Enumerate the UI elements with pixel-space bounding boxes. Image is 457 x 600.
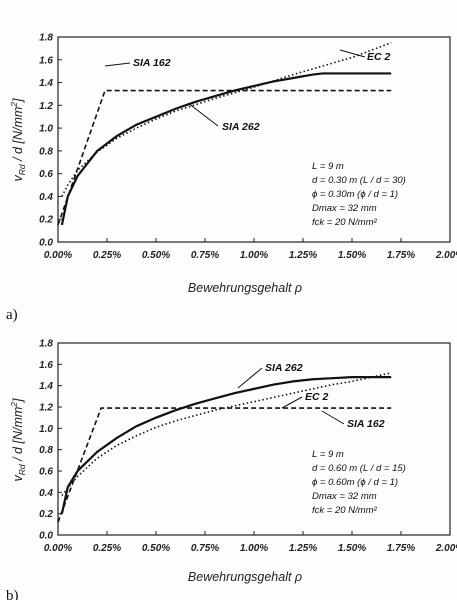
- x-tick-label: 1.00%: [240, 543, 268, 554]
- x-tick-label: 0.75%: [191, 250, 219, 261]
- svg-text:fck = 20 N/mm²: fck = 20 N/mm²: [312, 217, 377, 228]
- y-tick-label: 1.8: [39, 33, 53, 44]
- series-line-sia262: [60, 72, 392, 226]
- x-tick-labels: 0.00% 0.25% 0.50% 0.75% 1.00% 1.25% 1.50% 1.75%…: [44, 531, 457, 554]
- series-label-ec2: EC 2: [367, 51, 391, 63]
- series-line-ec2: [61, 372, 392, 497]
- x-tick-label: 0.25%: [93, 543, 121, 554]
- series-lines: [57, 372, 392, 523]
- parameter-annotation: L = 9 m d = 0.60 m (L / d = 15) ϕ = 0.60…: [312, 449, 406, 516]
- y-tick-label: 0.2: [39, 215, 53, 226]
- y-tick-label: 0.4: [39, 488, 53, 499]
- series-label-sia262: SIA 262: [265, 362, 303, 374]
- x-tick-label: 0.75%: [191, 543, 219, 554]
- series-line-ec2: [61, 41, 392, 197]
- series-label-sia262: SIA 262: [222, 121, 260, 133]
- x-tick-label: 1.50%: [338, 543, 366, 554]
- panel-label-a: a): [6, 307, 18, 323]
- svg-text:Dmax = 32 mm: Dmax = 32 mm: [312, 203, 377, 214]
- y-tick-labels: 0.0 0.2 0.4 0.6 0.8 1.0 1.2 1.4 1.6 1.8: [39, 339, 62, 542]
- y-tick-label: 0.6: [39, 467, 53, 478]
- y-tick-label: 1.6: [39, 360, 53, 371]
- y-tick-label: 0.0: [39, 238, 53, 249]
- y-axis-label: vRd / d [N/mm2]: [9, 98, 27, 182]
- y-tick-label: 0.8: [39, 445, 53, 456]
- y-tick-label: 1.4: [39, 381, 53, 392]
- y-tick-label: 0.2: [39, 509, 53, 520]
- plot-frame: [57, 36, 451, 243]
- series-label-sia162: SIA 162: [347, 418, 385, 430]
- svg-text:ϕ = 0.30m (ϕ / d = 1): ϕ = 0.30m (ϕ / d = 1): [312, 189, 398, 200]
- y-axis-label: vRd / d [N/mm2]: [9, 398, 27, 482]
- svg-text:ϕ = 0.60m (ϕ / d = 1): ϕ = 0.60m (ϕ / d = 1): [312, 477, 398, 488]
- x-tick-label: 1.50%: [338, 250, 366, 261]
- y-tick-label: 0.0: [39, 531, 53, 542]
- y-tick-label: 1.2: [39, 403, 53, 414]
- x-axis-label: Bewehrungsgehalt ρ: [188, 281, 302, 295]
- svg-text:d = 0.30 m (L / d = 30): d = 0.30 m (L / d = 30): [312, 175, 406, 186]
- x-tick-label: 0.25%: [93, 250, 121, 261]
- leader-ec2: [339, 49, 366, 58]
- series-lines: [57, 41, 392, 226]
- series-label-sia162: SIA 162: [133, 57, 171, 69]
- y-tick-label: 0.6: [39, 169, 53, 180]
- series-line-sia162: [57, 407, 392, 523]
- y-tick-label: 0.4: [39, 192, 53, 203]
- y-tick-label: 1.4: [39, 78, 53, 89]
- x-tick-label: 0.50%: [142, 250, 170, 261]
- x-tick-label: 0.00%: [44, 543, 72, 554]
- svg-text:d = 0.60 m (L / d = 15): d = 0.60 m (L / d = 15): [312, 463, 406, 474]
- x-tick-label: 1.25%: [289, 543, 317, 554]
- chart-panel-b: 0.0 0.2 0.4 0.6 0.8 1.0 1.2 1.4 1.6 1.8 0.00% 0.25…: [6, 339, 457, 600]
- y-tick-label: 0.8: [39, 146, 53, 157]
- x-tick-label: 2.00%: [435, 543, 457, 554]
- leader-sia262: [187, 102, 219, 127]
- leader-sia162: [321, 410, 345, 425]
- series-line-sia262: [60, 376, 392, 514]
- x-tick-label: 0.00%: [44, 250, 72, 261]
- svg-text:L = 9 m: L = 9 m: [312, 449, 344, 460]
- svg-text:fck = 20 N/mm²: fck = 20 N/mm²: [312, 505, 377, 516]
- x-tick-label: 2.00%: [435, 250, 457, 261]
- parameter-annotation: L = 9 m d = 0.30 m (L / d = 30) ϕ = 0.30…: [312, 161, 406, 228]
- svg-text:L = 9 m: L = 9 m: [312, 161, 344, 172]
- x-tick-label: 1.75%: [387, 250, 415, 261]
- y-tick-label: 1.0: [39, 424, 53, 435]
- y-tick-labels: 0.0 0.2 0.4 0.6 0.8 1.0 1.2 1.4 1.6 1.8: [39, 33, 62, 249]
- leader-ec2: [281, 396, 303, 409]
- panel-label-b: b): [6, 588, 19, 600]
- x-tick-labels: 0.00% 0.25% 0.50% 0.75% 1.00% 1.25% 1.50% 1.75%…: [44, 238, 457, 261]
- leader-sia162: [104, 62, 131, 67]
- x-tick-label: 1.00%: [240, 250, 268, 261]
- leader-sia262: [237, 367, 263, 389]
- y-tick-label: 1.2: [39, 101, 53, 112]
- svg-text:Dmax = 32 mm: Dmax = 32 mm: [312, 491, 377, 502]
- y-tick-label: 1.0: [39, 124, 53, 135]
- x-tick-label: 1.75%: [387, 543, 415, 554]
- y-tick-label: 1.6: [39, 55, 53, 66]
- x-tick-label: 1.25%: [289, 250, 317, 261]
- x-axis-label: Bewehrungsgehalt ρ: [188, 570, 302, 584]
- x-tick-label: 0.50%: [142, 543, 170, 554]
- y-tick-label: 1.8: [39, 339, 53, 350]
- chart-panel-a: 0.0 0.2 0.4 0.6 0.8 1.0 1.2 1.4 1.6 1.8 0.00% 0.25…: [6, 33, 457, 324]
- series-label-ec2: EC 2: [305, 391, 329, 403]
